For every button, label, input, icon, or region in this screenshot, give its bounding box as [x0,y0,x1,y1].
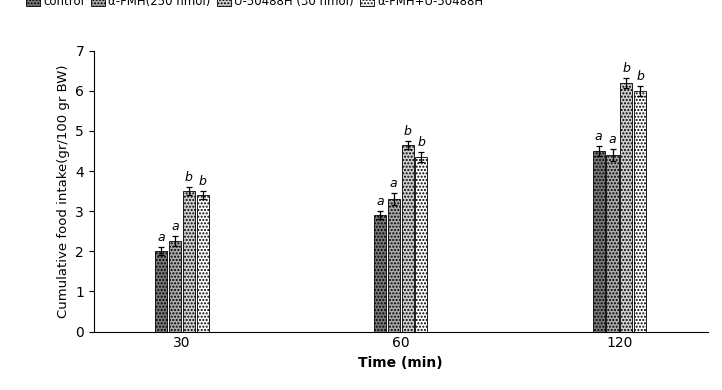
Bar [401,145,414,332]
Bar [196,195,209,332]
Bar [634,91,646,332]
Text: a: a [609,133,617,146]
X-axis label: Time (min): Time (min) [358,356,443,370]
Text: a: a [376,195,384,208]
Text: a: a [171,220,179,233]
Bar [183,191,195,332]
Bar [620,83,632,332]
Bar [593,151,605,332]
Text: a: a [390,177,398,190]
Y-axis label: Cumulative food intake(gr/100 gr BW): Cumulative food intake(gr/100 gr BW) [57,64,70,318]
Legend: control, α-FMH(250 nmol), U-50488H (30 nmol), α-FMH+U-50488H: control, α-FMH(250 nmol), U-50488H (30 n… [26,0,484,8]
Bar [388,199,400,332]
Text: b: b [199,175,206,188]
Text: b: b [417,136,425,149]
Bar [374,215,386,332]
Text: b: b [404,125,412,138]
Text: b: b [185,171,193,184]
Text: b: b [636,70,644,83]
Text: a: a [595,130,602,143]
Bar [155,251,168,332]
Bar [415,157,427,332]
Text: b: b [622,62,630,75]
Bar [169,241,181,332]
Text: a: a [157,231,165,244]
Bar [606,155,619,332]
